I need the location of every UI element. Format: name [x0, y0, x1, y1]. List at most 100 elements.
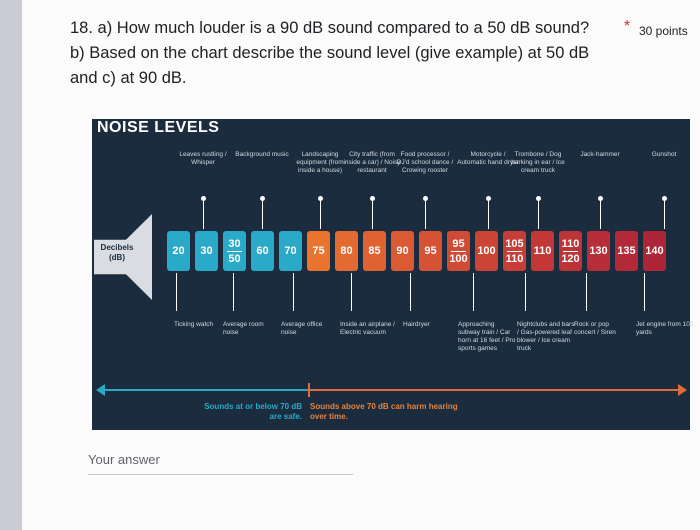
question-text: 18. a) How much louder is a 90 dB sound … [70, 16, 630, 91]
value-divider [227, 250, 242, 252]
harm-arrowhead-icon [678, 384, 687, 396]
decibel-value: 110 [533, 245, 552, 257]
marker-stem [410, 273, 411, 311]
decibel-value: 60 [256, 245, 269, 257]
marker-stem [293, 273, 294, 311]
safe-range-line [104, 389, 308, 391]
decibel-box: 105 110 [503, 231, 526, 271]
top-sound-label: Leaves rustling / Whisper [179, 151, 227, 166]
decibel-box: 95 [419, 231, 442, 271]
decibel-value: 105 [505, 237, 524, 250]
marker-stem [233, 273, 234, 311]
bottom-sound-label: Ticking watch [174, 321, 214, 328]
decibel-box: 110 [531, 231, 554, 271]
decibel-box: 110 120 [559, 231, 582, 271]
decibel-value: 70 [284, 245, 297, 257]
marker-dot [486, 196, 491, 201]
marker-stem [320, 201, 321, 229]
decibel-value-secondary: 50 [228, 252, 241, 265]
marker-stem [525, 273, 526, 311]
decibel-box: 70 [279, 231, 302, 271]
decibel-value: 85 [368, 245, 381, 257]
bottom-sound-label: Average room noise [223, 321, 264, 336]
answer-underline [88, 474, 353, 475]
question-card: 18. a) How much louder is a 90 dB sound … [22, 0, 700, 530]
top-sound-label: Food processor / DJ'd school dance / Cro… [396, 151, 454, 174]
decibel-box: 140 [643, 231, 666, 271]
noise-levels-chart: NOISE LEVELS Decibels (dB) Sounds at or … [92, 119, 693, 430]
bottom-sound-label: Hairdryer [403, 321, 430, 328]
question-line-1: 18. a) How much louder is a 90 dB sound … [70, 19, 590, 37]
decibel-value-secondary: 110 [505, 252, 524, 265]
marker-dot [662, 196, 667, 201]
marker-dot [536, 196, 541, 201]
bottom-sound-label: Inside an airplane / Electric vacuum [340, 321, 395, 336]
marker-stem [425, 201, 426, 229]
decibel-box: 80 [335, 231, 358, 271]
decibel-value-secondary: 100 [449, 252, 468, 265]
safe-caption: Sounds at or below 70 dB are safe. [204, 402, 302, 421]
decibel-value: 30 [228, 237, 241, 250]
top-sound-label: Jack-hammer [580, 151, 620, 158]
decibel-box: 30 50 [223, 231, 246, 271]
decibel-value: 140 [645, 245, 664, 257]
marker-stem [372, 201, 373, 229]
harm-caption: Sounds above 70 dB can harm hearing over… [310, 402, 458, 421]
question-line-2: b) Based on the chart describe the sound… [70, 44, 590, 62]
value-divider [507, 250, 522, 252]
top-sound-label: Background music [235, 151, 289, 158]
decibel-box: 130 [587, 231, 610, 271]
marker-stem [586, 273, 587, 311]
top-sound-label: Trombone / Dog barking in ear / Ice crea… [511, 151, 565, 174]
decibel-box: 100 [475, 231, 498, 271]
decibel-box: 20 [167, 231, 190, 271]
marker-stem [488, 201, 489, 229]
decibel-box: 30 [195, 231, 218, 271]
top-sound-label: City traffic (from inside a car) / Noisy… [343, 151, 401, 174]
decibel-value-secondary: 120 [561, 252, 580, 265]
decibel-value: 100 [477, 245, 496, 257]
decibel-box: 90 [391, 231, 414, 271]
decibel-value: 110 [561, 237, 580, 250]
marker-stem [538, 201, 539, 229]
marker-stem [600, 201, 601, 229]
decibel-value: 135 [617, 245, 636, 257]
bottom-sound-label: Nightclubs and bars / Gas-powered leaf b… [517, 321, 575, 352]
question-line-3: and c) at 90 dB. [70, 69, 187, 87]
answer-input[interactable]: Your answer [88, 452, 160, 467]
decibel-value: 20 [172, 245, 185, 257]
threshold-tick [308, 383, 310, 397]
value-divider [451, 250, 466, 252]
marker-stem [203, 201, 204, 229]
decibel-value: 90 [396, 245, 409, 257]
decibel-value: 130 [589, 245, 608, 257]
required-marker: * [624, 18, 631, 35]
marker-stem [664, 201, 665, 229]
value-divider [563, 250, 578, 252]
marker-dot [201, 196, 206, 201]
bottom-sound-label: Approaching subway train / Car horn at 1… [458, 321, 516, 352]
marker-dot [260, 196, 265, 201]
decibel-box: 75 [307, 231, 330, 271]
marker-stem [351, 273, 352, 311]
points-label: 30 points [639, 24, 688, 38]
bottom-sound-label: Jet engine from 100 yards [636, 321, 694, 336]
bottom-sound-label: Rock or pop concert / Siren [574, 321, 616, 336]
top-sound-label: Gunshot [651, 151, 677, 158]
harm-range-line [308, 389, 678, 391]
decibel-value: 95 [424, 245, 437, 257]
top-sound-label: Landscaping equipment (from inside a hou… [296, 151, 344, 174]
decibel-value: 80 [340, 245, 353, 257]
decibel-value: 95 [452, 237, 465, 250]
marker-dot [423, 196, 428, 201]
decibels-label: Decibels (dB) [100, 243, 134, 262]
safe-arrowhead-icon [96, 384, 105, 396]
marker-stem [473, 273, 474, 311]
marker-dot [598, 196, 603, 201]
decibel-value: 75 [312, 245, 325, 257]
decibel-box: 60 [251, 231, 274, 271]
decibel-box: 95 100 [447, 231, 470, 271]
marker-dot [318, 196, 323, 201]
marker-dot [370, 196, 375, 201]
marker-stem [644, 273, 645, 311]
